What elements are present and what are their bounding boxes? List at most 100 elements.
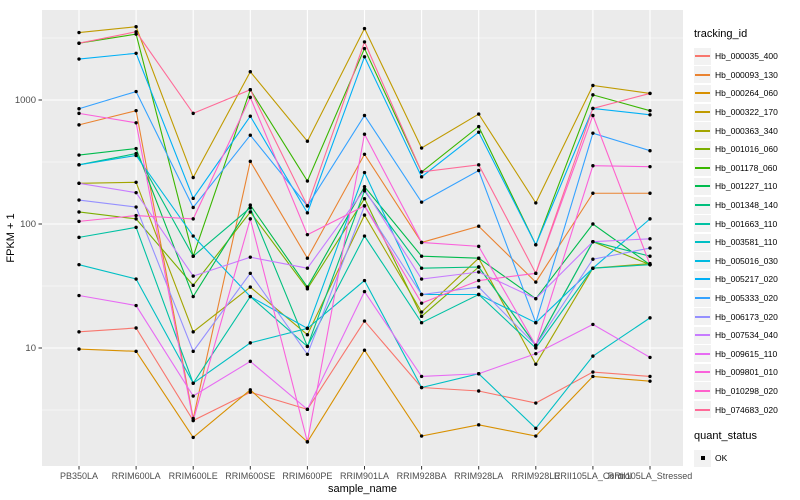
legend-line-icon <box>695 129 710 132</box>
data-point <box>362 26 367 31</box>
data-point <box>477 124 481 129</box>
data-point <box>419 374 424 379</box>
y-tick-label: 100 <box>20 219 36 230</box>
data-point <box>134 217 138 221</box>
legend-line-swatch <box>694 270 711 288</box>
data-point <box>248 388 252 392</box>
data-point <box>591 222 595 226</box>
legend-entry-label: Hb_009615_110 <box>715 348 778 359</box>
data-point <box>477 423 481 427</box>
legend-entry: Hb_074683_020 <box>694 400 798 419</box>
data-point <box>191 381 195 385</box>
legend-entry-label: Hb_000322_170 <box>715 107 778 118</box>
legend-entry: Hb_001663_110 <box>694 214 798 233</box>
legend-tracking-id: tracking_id Hb_000035_400 Hb_000093_130 Hb… <box>694 28 798 419</box>
data-point <box>477 163 481 167</box>
legend-line-icon <box>695 92 710 95</box>
data-point <box>591 93 595 97</box>
legend-entry-label: Hb_000035_400 <box>715 51 778 62</box>
data-point <box>477 292 481 297</box>
data-point <box>648 374 652 379</box>
legend-line-swatch <box>694 289 711 307</box>
legend-line-icon <box>695 389 710 392</box>
data-point <box>134 108 138 113</box>
data-point <box>419 266 424 270</box>
legend-line-icon <box>695 73 710 76</box>
data-point <box>134 89 138 94</box>
data-point <box>248 133 252 137</box>
data-point <box>248 271 252 276</box>
data-point <box>362 196 367 201</box>
data-point <box>534 280 538 284</box>
x-axis-title: sample_name <box>328 483 397 495</box>
data-point <box>534 271 538 276</box>
data-point <box>419 240 424 245</box>
x-tick-label: RRIM600SE <box>225 471 275 481</box>
data-point <box>534 426 538 431</box>
data-point <box>591 191 595 195</box>
data-point <box>305 139 310 143</box>
data-point <box>248 341 252 345</box>
data-point <box>534 243 538 247</box>
data-point <box>591 83 595 88</box>
data-point <box>648 217 652 221</box>
data-point <box>77 235 81 240</box>
data-point <box>362 234 367 238</box>
legend-line-swatch <box>694 84 711 102</box>
data-point <box>648 191 652 195</box>
data-point <box>77 163 81 167</box>
data-point <box>591 164 595 168</box>
data-point <box>134 349 138 354</box>
data-point <box>77 347 81 351</box>
data-point <box>534 343 538 348</box>
data-point <box>77 111 81 116</box>
x-tick-label: RRIM600LE <box>169 471 218 481</box>
data-point <box>191 349 195 354</box>
data-point <box>648 316 652 320</box>
data-point <box>648 108 652 113</box>
legend-line-icon <box>695 241 710 244</box>
data-point <box>248 203 252 207</box>
data-point <box>648 355 652 360</box>
legend-line-icon <box>695 408 710 411</box>
data-point <box>477 112 481 116</box>
x-tick-label: RRIM928BA <box>397 471 447 481</box>
data-point <box>648 254 652 258</box>
data-point <box>362 46 367 51</box>
y-tick-label: 10 <box>25 343 36 354</box>
data-point <box>362 319 367 323</box>
data-point <box>191 330 195 334</box>
data-point <box>191 111 195 116</box>
legend-line-swatch <box>694 326 711 344</box>
data-point <box>362 132 367 136</box>
data-point <box>77 123 81 127</box>
quant-status-label: OK <box>715 453 728 464</box>
data-point <box>419 292 424 297</box>
data-point <box>362 170 367 175</box>
legend-quant-status: quant_status OK <box>694 430 798 468</box>
data-point <box>134 32 138 36</box>
legend-entry-label: Hb_005217_020 <box>715 274 778 285</box>
legend-entry-label: Hb_001348_140 <box>715 200 778 211</box>
data-point <box>591 257 595 261</box>
legend-line-swatch <box>694 382 711 400</box>
data-point <box>248 206 252 210</box>
data-point <box>305 407 310 412</box>
data-point <box>77 330 81 334</box>
data-point <box>648 91 652 96</box>
data-point <box>248 114 252 118</box>
data-point <box>191 217 195 221</box>
x-tick-label: RRIM901LA <box>340 471 389 481</box>
data-point <box>591 374 595 379</box>
data-point <box>534 401 538 405</box>
data-point <box>305 352 310 356</box>
data-point <box>534 434 538 438</box>
legend-entry: Hb_005333_020 <box>694 289 798 308</box>
legend-line-swatch <box>694 177 711 195</box>
data-point <box>191 435 195 440</box>
data-point <box>134 146 138 151</box>
data-point <box>134 180 138 184</box>
data-point <box>648 149 652 153</box>
legend-entry: Hb_003581_110 <box>694 233 798 252</box>
